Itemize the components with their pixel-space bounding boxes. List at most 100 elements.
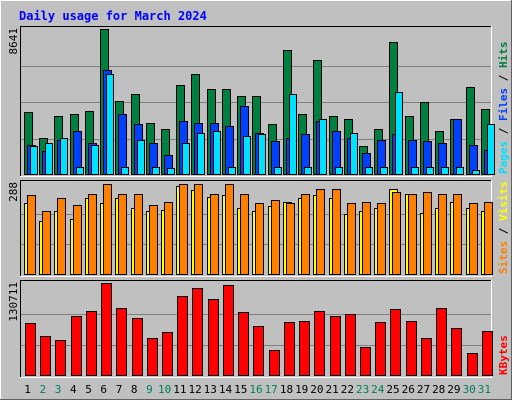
visits-panel-bar-sites-day-25 [392, 192, 401, 275]
hits-panel-bar-pages-day-2 [45, 143, 53, 175]
visits-panel-legend-separator: / [497, 221, 510, 241]
visits-panel-bar-sites-day-16 [255, 203, 264, 275]
hits-panel-bar-pages-day-24 [380, 167, 388, 175]
day-label-18: 18 [280, 383, 293, 396]
visits-panel-legend: Sites / Visits [497, 181, 510, 274]
kbytes-panel-bar-kbytes-day-25 [390, 309, 401, 376]
day-label-20: 20 [310, 383, 323, 396]
day-label-4: 4 [70, 383, 77, 396]
kbytes-panel-bar-kbytes-day-16 [253, 326, 264, 376]
kbytes-panel-bar-kbytes-day-29 [451, 328, 462, 376]
day-label-13: 13 [204, 383, 217, 396]
day-label-31: 31 [478, 383, 491, 396]
visits-panel-bar-sites-day-23 [362, 202, 371, 275]
hits-panel-bar-pages-day-17 [274, 167, 282, 175]
kbytes-panel-max-label: 130711 [7, 282, 20, 322]
kbytes-panel-bar-kbytes-day-13 [208, 299, 219, 376]
kbytes-panel-bar-kbytes-day-24 [375, 322, 386, 376]
kbytes-panel-bar-kbytes-day-10 [162, 332, 173, 376]
kbytes-panel-bar-kbytes-day-22 [345, 314, 356, 376]
hits-panel-bar-pages-day-10 [167, 168, 175, 175]
visits-panel-bar-sites-day-27 [423, 192, 432, 275]
hits-panel-bar-pages-day-25 [395, 92, 403, 175]
kbytes-panel-bar-kbytes-day-19 [299, 321, 310, 376]
hits-panel-bar-pages-day-20 [319, 119, 327, 175]
hits-panel-bar-pages-day-22 [350, 133, 358, 175]
hits-panel-legend-separator: / [497, 121, 510, 141]
hits-panel-bar-pages-day-3 [60, 138, 68, 175]
visits-panel-bar-sites-day-12 [194, 184, 203, 275]
hits-panel-bar-pages-day-19 [304, 167, 312, 175]
visits-panel-bar-sites-day-1 [27, 195, 36, 275]
visits-panel-bar-sites-day-30 [469, 203, 478, 275]
visits-panel: 288 Sites / Visits [7, 180, 510, 277]
visits-panel-bar-sites-day-17 [271, 200, 280, 275]
day-label-6: 6 [100, 383, 107, 396]
hits-panel-bar-pages-day-11 [182, 143, 190, 175]
visits-panel-bar-sites-day-2 [42, 211, 51, 275]
visits-panel-bar-sites-day-13 [210, 194, 219, 275]
visits-panel-bar-sites-day-14 [225, 184, 234, 275]
kbytes-panel-bar-kbytes-day-1 [25, 323, 36, 376]
kbytes-panel-bar-kbytes-day-2 [40, 336, 51, 376]
kbytes-panel-bar-kbytes-day-7 [116, 308, 127, 376]
visits-panel-legend-visits: Visits [497, 181, 510, 221]
visits-panel-bar-sites-day-22 [347, 203, 356, 275]
day-label-14: 14 [219, 383, 233, 396]
hits-panel-bar-pages-day-16 [258, 134, 266, 175]
kbytes-panel-legend-kbytes: KBytes [497, 335, 510, 375]
visits-panel-bar-sites-day-18 [286, 203, 295, 275]
visits-panel-bar-sites-day-6 [103, 184, 112, 275]
hits-panel: 8641 Pages / Files / Hits [7, 26, 510, 177]
visits-panel-bar-sites-day-19 [301, 194, 310, 275]
hits-panel-bar-pages-day-4 [76, 167, 84, 175]
kbytes-panel-bar-kbytes-day-30 [467, 353, 478, 376]
visits-panel-legend-sites: Sites [497, 241, 510, 274]
chart-panels: 8641 Pages / Files / Hits 288 Sites / Visit… [7, 26, 510, 378]
day-label-23: 23 [356, 383, 369, 396]
kbytes-panel-bar-kbytes-day-18 [284, 322, 295, 376]
hits-panel-bar-pages-day-31 [487, 124, 495, 175]
kbytes-panel-bar-kbytes-day-11 [177, 296, 188, 376]
hits-panel-bar-pages-day-9 [152, 167, 160, 175]
day-label-7: 7 [116, 383, 123, 396]
visits-panel-bar-sites-day-28 [438, 194, 447, 275]
day-label-28: 28 [432, 383, 445, 396]
kbytes-panel-bar-kbytes-day-12 [192, 288, 203, 376]
visits-panel-bar-sites-day-10 [164, 202, 173, 275]
visits-panel-bar-sites-day-29 [453, 194, 462, 275]
hits-panel-legend-hits: Hits [497, 42, 510, 69]
visits-panel-bar-sites-day-21 [332, 189, 341, 275]
kbytes-panel: 130711 KBytes [7, 280, 510, 378]
day-label-1: 1 [24, 383, 31, 396]
kbytes-panel-bar-kbytes-day-3 [55, 340, 66, 376]
kbytes-panel-bar-kbytes-day-4 [71, 316, 82, 376]
day-label-25: 25 [386, 383, 399, 396]
kbytes-panel-bar-kbytes-day-26 [406, 321, 417, 376]
hits-panel-bar-pages-day-28 [441, 167, 449, 175]
visits-panel-bar-sites-day-20 [316, 189, 325, 275]
day-label-5: 5 [85, 383, 92, 396]
kbytes-panel-bar-kbytes-day-31 [482, 331, 493, 376]
visits-panel-bar-sites-day-11 [179, 184, 188, 275]
day-label-10: 10 [158, 383, 171, 396]
hits-panel-bar-pages-day-29 [456, 167, 464, 175]
kbytes-panel-bar-kbytes-day-9 [147, 338, 158, 376]
visits-panel-bar-sites-day-24 [377, 203, 386, 275]
day-label-9: 9 [146, 383, 153, 396]
hits-panel-bar-pages-day-27 [426, 167, 434, 175]
day-axis-labels: 1 2 3 4 5 6 7 8 9 10 11 12 13 14 15 16 17 18 19 20 21 22 23 24 2… [24, 383, 491, 396]
day-label-21: 21 [325, 383, 338, 396]
chart-title: Daily usage for March 2024 [19, 9, 207, 23]
hits-panel-max-label: 8641 [7, 28, 20, 55]
kbytes-panel-bar-kbytes-day-6 [101, 283, 112, 376]
hits-panel-legend-separator: / [497, 68, 510, 88]
kbytes-panel-bar-kbytes-day-23 [360, 347, 371, 376]
day-label-15: 15 [234, 383, 247, 396]
hits-panel-bar-pages-day-21 [335, 167, 343, 175]
hits-panel-bar-pages-day-13 [213, 131, 221, 175]
kbytes-panel-bar-kbytes-day-14 [223, 285, 234, 376]
day-label-17: 17 [265, 383, 278, 396]
visits-panel-bar-sites-day-26 [408, 194, 417, 275]
